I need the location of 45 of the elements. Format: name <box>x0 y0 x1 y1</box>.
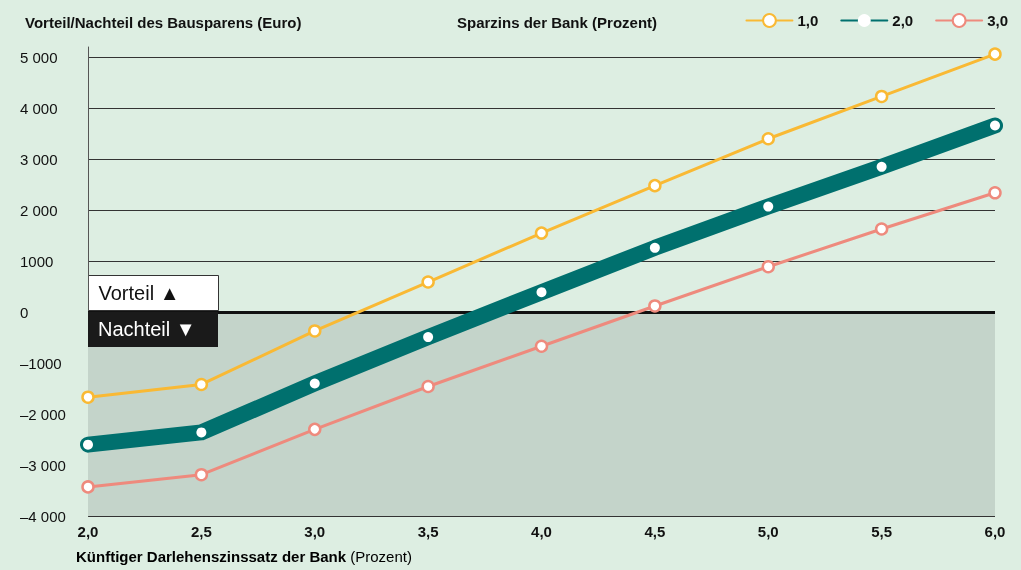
point <box>761 132 775 146</box>
y-tick-label: 4 000 <box>20 99 58 117</box>
x-tick-label: 3,0 <box>304 523 326 540</box>
x-tick-label: 4,5 <box>644 523 666 540</box>
point <box>874 89 889 104</box>
y-tick-label: 1000 <box>20 252 54 270</box>
point <box>421 275 435 289</box>
x-tick-label: 6,0 <box>984 523 1006 540</box>
x-tick-label: 5,0 <box>757 523 779 540</box>
point <box>761 259 775 274</box>
point <box>988 47 1002 61</box>
point <box>194 377 209 392</box>
x-tick-label: 5,5 <box>871 523 893 540</box>
point <box>874 222 889 236</box>
legend-label: 2,0 <box>892 12 914 29</box>
annotation: Nachteil ▼ <box>98 318 196 340</box>
y-tick-label: 0 <box>20 303 29 321</box>
point <box>308 422 322 437</box>
y-tick-label: –3 000 <box>20 456 66 474</box>
y-tick-label: 3 000 <box>20 150 58 168</box>
x-tick-label: 2,5 <box>190 523 212 540</box>
point <box>988 186 1002 200</box>
annotation: Vorteil ▲ <box>98 281 180 304</box>
point <box>421 379 435 394</box>
x-tick-label: 2,0 <box>77 523 99 540</box>
point <box>534 339 549 353</box>
x-tick-label: 3,5 <box>417 523 439 540</box>
x-axis-title: Künftiger Darlehenszinssatz der Bank (Prozent) <box>76 548 412 565</box>
point <box>534 226 549 240</box>
y-tick-label: –4 000 <box>20 507 66 525</box>
legend-label: 3,0 <box>987 12 1009 29</box>
y-tick-label: –1000 <box>20 354 62 372</box>
point <box>81 480 95 494</box>
point <box>194 467 209 482</box>
point <box>308 324 322 338</box>
point <box>81 390 95 404</box>
x-tick-label: 4,0 <box>531 523 552 540</box>
legend-label: 1,0 <box>797 12 819 29</box>
legend-title: Sparzins der Bank (Prozent) <box>457 14 658 31</box>
y-tick-label: –2 000 <box>20 405 66 423</box>
y-tick-label: 5 000 <box>20 48 58 66</box>
y-tick-label: 2 000 <box>20 201 58 219</box>
chart-title: Vorteil/Nachteil des Bausparens (Euro) <box>25 14 302 31</box>
point <box>648 178 662 193</box>
point <box>648 299 662 313</box>
